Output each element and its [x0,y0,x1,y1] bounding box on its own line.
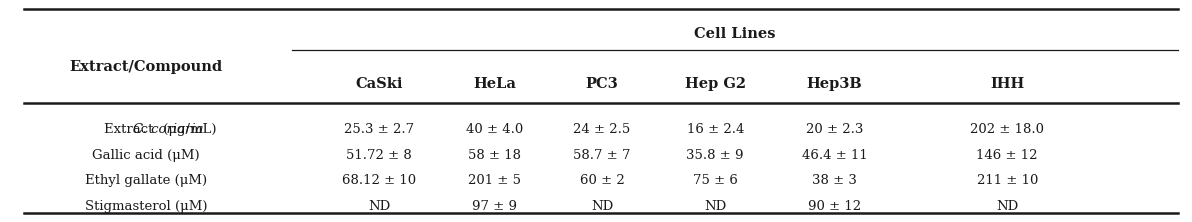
Text: Cell Lines: Cell Lines [694,27,776,42]
Text: 58.7 ± 7: 58.7 ± 7 [573,149,631,162]
Text: 97 ± 9: 97 ± 9 [472,200,517,213]
Text: 20 ± 2.3: 20 ± 2.3 [806,123,863,136]
Text: PC3: PC3 [585,77,619,91]
Text: 211 ± 10: 211 ± 10 [976,174,1038,187]
Text: Extract/Compound: Extract/Compound [69,59,223,74]
Text: Ethyl gallate (μM): Ethyl gallate (μM) [85,174,207,187]
Text: 51.72 ± 8: 51.72 ± 8 [346,149,412,162]
Text: ND: ND [704,200,726,213]
Text: Gallic acid (μM): Gallic acid (μM) [92,149,200,162]
Text: IHH: IHH [991,77,1024,91]
Text: CaSki: CaSki [355,77,403,91]
Text: ND: ND [368,200,390,213]
Text: Hep3B: Hep3B [807,77,862,91]
Text: 46.4 ± 11: 46.4 ± 11 [801,149,868,162]
Text: 201 ± 5: 201 ± 5 [468,174,521,187]
Text: 24 ± 2.5: 24 ± 2.5 [573,123,631,136]
Text: 40 ± 4.0: 40 ± 4.0 [466,123,523,136]
Text: 25.3 ± 2.7: 25.3 ± 2.7 [344,123,414,136]
Text: ND: ND [591,200,613,213]
Text: Stigmasterol (μM): Stigmasterol (μM) [85,200,207,213]
Text: HeLa: HeLa [473,77,516,91]
Text: C. coriaria: C. coriaria [134,123,204,136]
Text: 75 ± 6: 75 ± 6 [693,174,738,187]
Text: 35.8 ± 9: 35.8 ± 9 [687,149,744,162]
Text: 146 ± 12: 146 ± 12 [976,149,1038,162]
Text: 68.12 ± 10: 68.12 ± 10 [342,174,416,187]
Text: Extract: Extract [104,123,157,136]
Text: 58 ± 18: 58 ± 18 [468,149,521,162]
Text: 38 ± 3: 38 ± 3 [812,174,857,187]
Text: 16 ± 2.4: 16 ± 2.4 [687,123,744,136]
Text: 60 ± 2: 60 ± 2 [579,174,625,187]
Text: 90 ± 12: 90 ± 12 [808,200,861,213]
Text: 202 ± 18.0: 202 ± 18.0 [970,123,1044,136]
Text: Hep G2: Hep G2 [684,77,746,91]
Text: (μg/mL): (μg/mL) [159,123,217,136]
Text: ND: ND [997,200,1018,213]
